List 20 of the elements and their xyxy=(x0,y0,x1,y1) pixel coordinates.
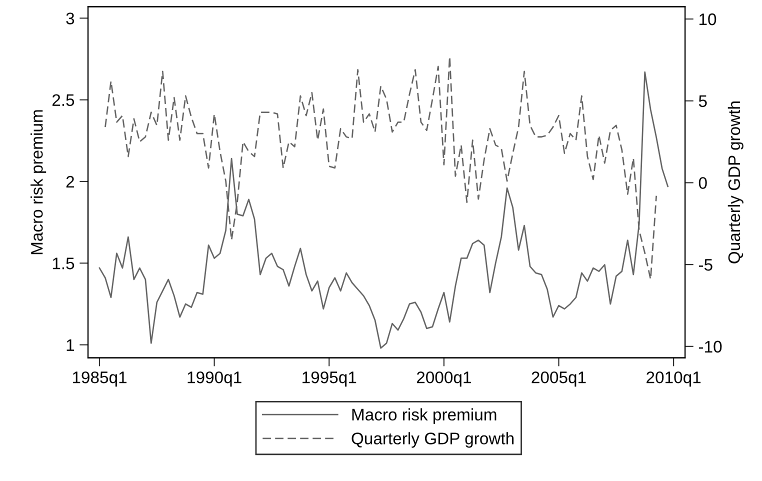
y2-tick-label: -5 xyxy=(698,259,712,271)
y2-tick-label: 5 xyxy=(698,95,707,108)
y-tick-label: 1 xyxy=(66,339,74,351)
x-tick-label: 2000q1 xyxy=(416,372,471,387)
y2-tick-label: 0 xyxy=(698,177,707,189)
x-tick-label: 2010q1 xyxy=(646,372,701,387)
x-tick-label: 1985q1 xyxy=(72,372,126,387)
legend-label: Quarterly GDP growth xyxy=(352,432,514,448)
y-tick-label: 3 xyxy=(66,12,74,24)
x-tick-label: 2005q1 xyxy=(532,372,586,387)
x-tick-label: 1990q1 xyxy=(188,372,242,387)
y2-tick-label: -10 xyxy=(698,340,722,353)
y2-tick-label: 10 xyxy=(700,13,716,26)
y2-axis-title: Quarterly GDP growth xyxy=(728,102,744,264)
legend-label: Macro risk premium xyxy=(352,408,496,424)
y-axis-title: Macro risk premium xyxy=(30,110,46,254)
x-tick-label: 1995q1 xyxy=(302,372,356,387)
y-tick-label: 2.5 xyxy=(52,94,74,106)
y-tick-label: 1.5 xyxy=(52,258,74,270)
y-tick-label: 2 xyxy=(66,176,74,188)
